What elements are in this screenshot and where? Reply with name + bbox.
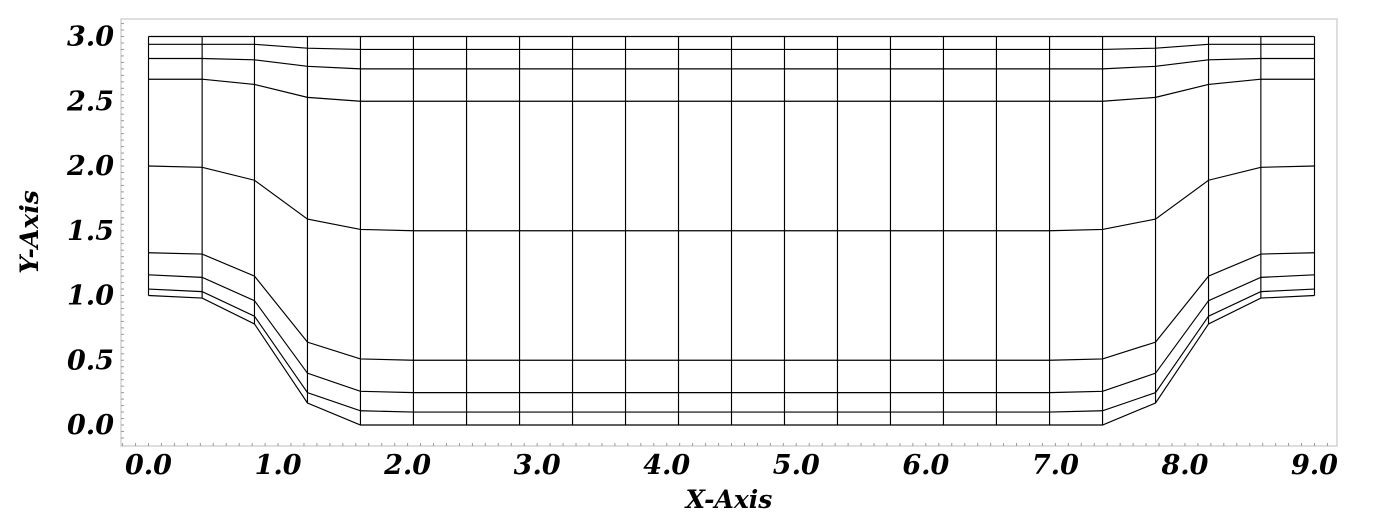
y-tick-label: 0.5 xyxy=(67,345,114,376)
x-tick-label: 7.0 xyxy=(1032,450,1079,481)
mesh-horizontal-lines xyxy=(148,35,1315,426)
x-tick-label: 8.0 xyxy=(1160,450,1208,481)
mesh-row-line-6 xyxy=(148,57,1315,70)
mesh-row-line-1 xyxy=(148,288,1315,413)
mesh-row-line-2 xyxy=(148,274,1315,394)
mesh-row-line-4 xyxy=(148,165,1315,232)
mesh-row-line-5 xyxy=(148,78,1315,102)
y-tick-labels: 0.0 0.5 1.0 1.5 2.0 2.5 3.0 xyxy=(66,22,114,442)
x-tick-label: 5.0 xyxy=(773,450,820,481)
x-tick-label: 0.0 xyxy=(125,450,172,481)
y-tick-label: 2.5 xyxy=(66,86,114,117)
x-tick-labels: 0.0 1.0 2.0 3.0 4.0 5.0 6.0 7.0 8.0 9.0 xyxy=(125,450,1338,481)
x-tick-label: 9.0 xyxy=(1291,450,1338,481)
y-tick-label: 0.0 xyxy=(67,410,114,441)
mesh-row-line-3 xyxy=(148,252,1315,361)
minor-ticks xyxy=(121,23,1328,446)
x-axis-title: X-Axis xyxy=(684,485,773,514)
x-tick-label: 4.0 xyxy=(643,450,690,481)
plot-frame xyxy=(120,18,1338,447)
y-tick-label: 1.0 xyxy=(67,281,114,312)
mesh-row-line-0 xyxy=(148,294,1315,426)
x-tick-label: 3.0 xyxy=(514,450,561,481)
mesh-row-line-7 xyxy=(148,43,1315,51)
x-tick-label: 2.0 xyxy=(383,450,431,481)
y-tick-label: 2.0 xyxy=(66,151,114,182)
x-tick-label: 6.0 xyxy=(902,450,949,481)
y-axis-title: Y-Axis xyxy=(15,190,44,274)
y-tick-label: 3.0 xyxy=(67,22,114,53)
y-tick-label: 1.5 xyxy=(67,216,114,247)
x-tick-label: 1.0 xyxy=(255,450,302,481)
